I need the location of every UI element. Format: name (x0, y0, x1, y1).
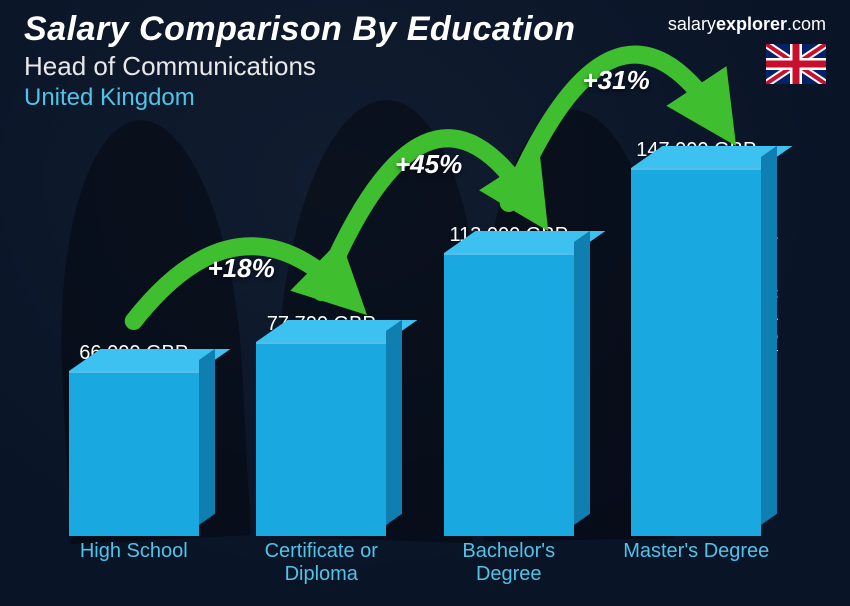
brand-logo: salaryexplorer.com (668, 14, 826, 35)
bar-side-face (574, 231, 590, 525)
bar-wrap: 147,000 GBP (619, 139, 774, 536)
bar-side-face (761, 146, 777, 525)
x-axis-label: Certificate or Diploma (244, 536, 399, 586)
bar-front-face (631, 168, 761, 536)
x-axis-label: High School (56, 536, 211, 586)
brand-suffix: .com (787, 14, 826, 34)
job-title: Head of Communications (24, 51, 826, 82)
bars-container: 66,000 GBP77,700 GBP113,000 GBP147,000 G… (40, 136, 790, 536)
increase-label: +18% (208, 253, 275, 284)
chart-area: 66,000 GBP77,700 GBP113,000 GBP147,000 G… (40, 116, 790, 586)
country-name: United Kingdom (24, 84, 826, 112)
uk-flag-icon (766, 44, 826, 84)
brand-text-1: salary (668, 14, 716, 34)
x-axis-label: Bachelor's Degree (431, 536, 586, 586)
x-labels-container: High School Certificate or Diploma Bachelo… (40, 536, 790, 586)
bar-wrap: 113,000 GBP (431, 224, 586, 536)
increase-label: +31% (583, 65, 650, 96)
bar (631, 168, 761, 536)
bar-side-face (199, 349, 215, 525)
bar-front-face (256, 342, 386, 536)
bar-front-face (444, 253, 574, 536)
bar-wrap: 66,000 GBP (56, 342, 211, 536)
bar (444, 253, 574, 536)
bar (69, 371, 199, 536)
brand-text-2: explorer (716, 14, 787, 34)
x-axis-label: Master's Degree (619, 536, 774, 586)
increase-label: +45% (395, 149, 462, 180)
bar (256, 342, 386, 536)
bar-side-face (386, 320, 402, 525)
bar-wrap: 77,700 GBP (244, 313, 399, 536)
bar-front-face (69, 371, 199, 536)
